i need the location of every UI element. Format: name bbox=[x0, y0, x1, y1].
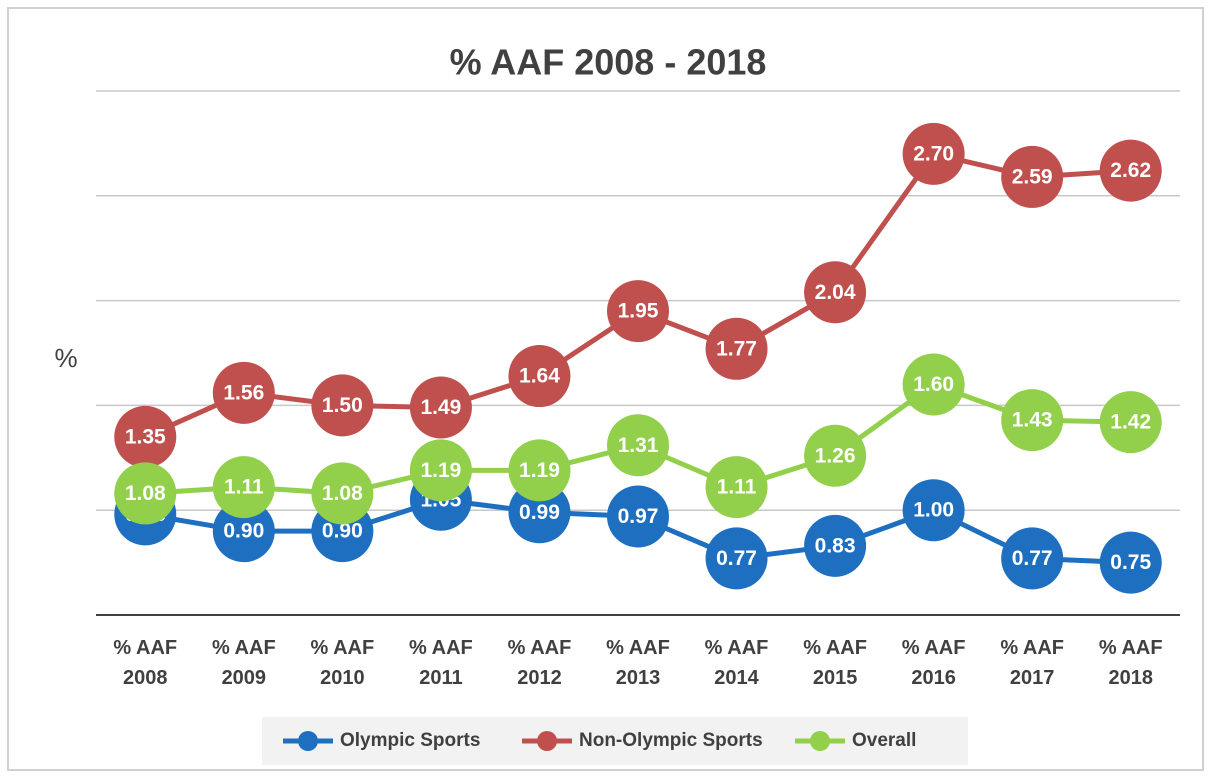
data-label: 1.56 bbox=[223, 381, 264, 404]
marker bbox=[804, 261, 867, 324]
data-label: 0.90 bbox=[322, 520, 363, 543]
data-label: 1.00 bbox=[913, 499, 954, 522]
marker bbox=[705, 527, 768, 590]
data-label: 1.31 bbox=[618, 434, 659, 457]
legend-marker bbox=[298, 731, 318, 751]
marker bbox=[212, 361, 275, 424]
x-tick-label: % AAF 2011 bbox=[409, 637, 473, 689]
data-label: 1.26 bbox=[815, 444, 856, 467]
data-label: 1.11 bbox=[224, 476, 264, 499]
legend-label: Non-Olympic Sports bbox=[579, 730, 763, 751]
marker bbox=[114, 462, 177, 525]
data-label: 1.19 bbox=[519, 459, 560, 482]
marker bbox=[902, 353, 965, 416]
data-label: 1.08 bbox=[125, 482, 166, 505]
data-label: 0.83 bbox=[815, 534, 856, 557]
data-label: 2.62 bbox=[1110, 159, 1151, 182]
x-tick-label: % AAF 2013 bbox=[606, 637, 670, 689]
data-label: 0.75 bbox=[1110, 551, 1151, 574]
data-label: 1.11 bbox=[717, 476, 757, 499]
data-label: 1.50 bbox=[322, 394, 363, 417]
data-label: 0.99 bbox=[519, 501, 560, 524]
data-label: 2.70 bbox=[913, 142, 954, 165]
marker bbox=[409, 376, 472, 439]
x-tick-label: % AAF 2012 bbox=[507, 637, 572, 689]
marker bbox=[311, 462, 374, 525]
x-tick-label: % AAF 2015 bbox=[803, 637, 867, 689]
x-tick-label: % AAF 2010 bbox=[310, 637, 375, 689]
marker bbox=[902, 479, 965, 542]
legend-marker bbox=[537, 731, 557, 751]
marker bbox=[508, 345, 571, 408]
marker bbox=[1001, 145, 1064, 208]
marker bbox=[1099, 391, 1162, 454]
data-label: 1.19 bbox=[420, 459, 461, 482]
marker bbox=[114, 405, 177, 468]
marker bbox=[607, 414, 669, 477]
legend-label: Olympic Sports bbox=[340, 730, 480, 751]
x-tick-label: % AAF 2016 bbox=[901, 637, 966, 689]
data-label: 1.95 bbox=[618, 300, 659, 323]
marker bbox=[1001, 389, 1064, 452]
marker bbox=[1099, 531, 1162, 594]
data-label: 0.77 bbox=[716, 547, 757, 570]
marker bbox=[804, 424, 867, 487]
marker bbox=[607, 485, 669, 548]
x-tick-label: % AAF 2017 bbox=[1000, 637, 1065, 689]
marker bbox=[902, 122, 965, 185]
data-label: 1.42 bbox=[1110, 411, 1151, 434]
chart-title: % AAF 2008 - 2018 bbox=[450, 42, 767, 83]
marker bbox=[1001, 527, 1064, 590]
data-label: 0.90 bbox=[223, 520, 264, 543]
data-label: 1.60 bbox=[913, 373, 954, 396]
data-label: 0.97 bbox=[618, 505, 659, 528]
data-label: 1.49 bbox=[420, 396, 461, 419]
x-tick-label: % AAF 2009 bbox=[211, 637, 276, 689]
marker bbox=[705, 456, 768, 519]
data-label: 0.77 bbox=[1012, 547, 1053, 570]
data-label: 1.35 bbox=[125, 425, 166, 448]
legend-box bbox=[262, 717, 968, 765]
x-tick-label: % AAF 2018 bbox=[1098, 637, 1163, 689]
data-label: 1.43 bbox=[1012, 409, 1053, 432]
marker bbox=[212, 500, 275, 563]
marker bbox=[607, 280, 669, 343]
marker bbox=[409, 439, 472, 502]
y-axis-label: % bbox=[54, 343, 77, 373]
x-tick-label: % AAF 2008 bbox=[113, 637, 178, 689]
marker bbox=[212, 456, 275, 519]
legend-marker bbox=[810, 731, 830, 751]
data-label: 1.77 bbox=[716, 337, 757, 360]
chart-border bbox=[7, 7, 1204, 771]
marker bbox=[311, 374, 374, 437]
marker bbox=[508, 439, 571, 502]
data-label: 2.04 bbox=[815, 281, 856, 304]
marker bbox=[705, 317, 768, 380]
marker bbox=[804, 514, 867, 577]
legend-label: Overall bbox=[852, 730, 916, 751]
marker bbox=[1099, 139, 1162, 202]
data-label: 1.08 bbox=[322, 482, 363, 505]
x-tick-label: % AAF 2014 bbox=[704, 637, 769, 689]
data-label: 1.64 bbox=[519, 365, 560, 388]
data-label: 2.59 bbox=[1012, 165, 1053, 188]
